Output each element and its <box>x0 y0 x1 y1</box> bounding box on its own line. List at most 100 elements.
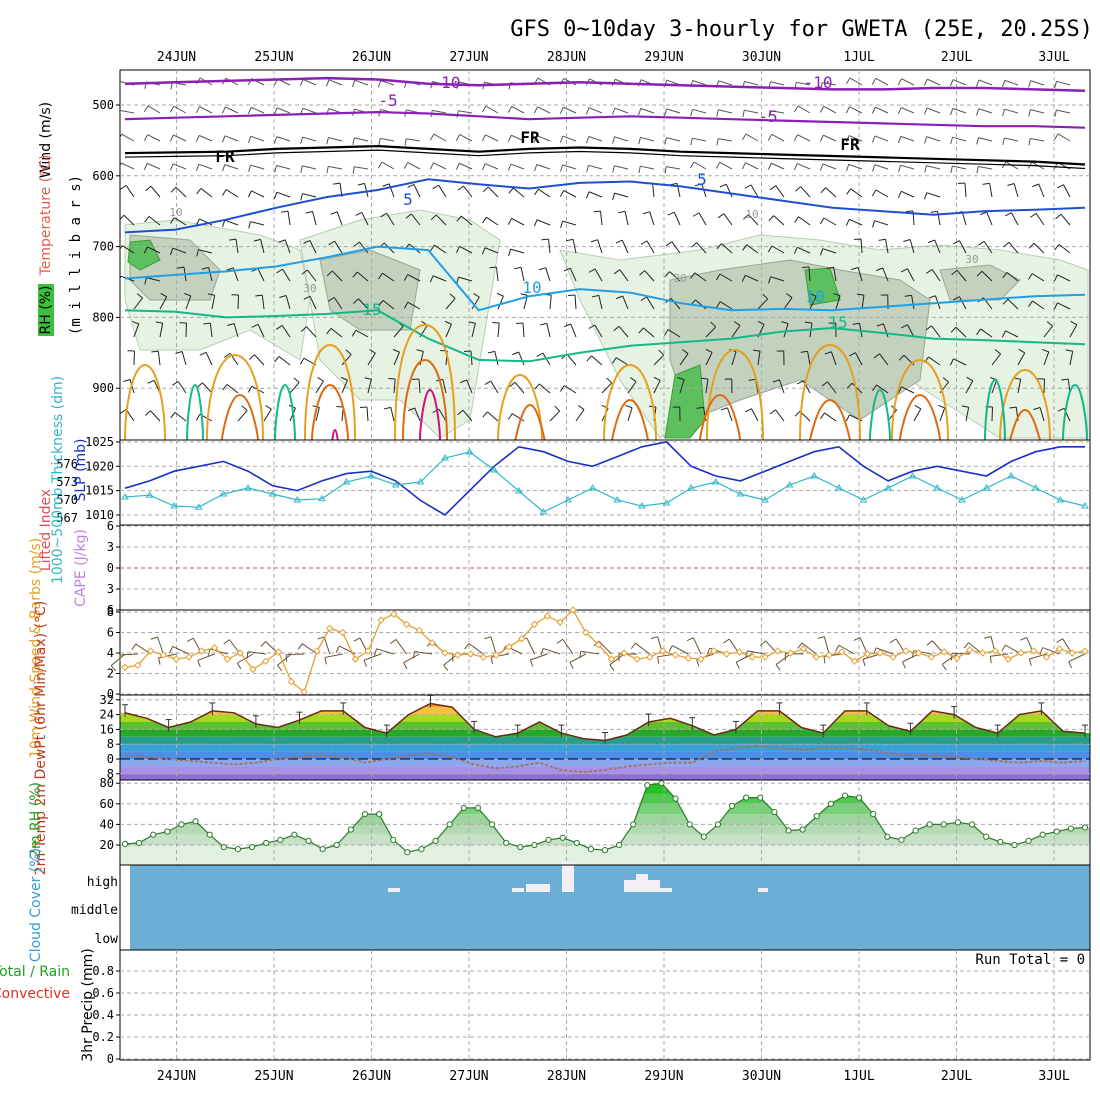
surface-wind-barb <box>692 637 702 655</box>
upper-wind-barb <box>956 269 967 282</box>
upper-wind-barb-flag <box>851 267 859 270</box>
upper-wind-barb-flag <box>586 355 592 362</box>
upper-wind-barb <box>1056 109 1071 114</box>
upper-wind-barb-flag <box>978 240 985 246</box>
upper-wind-barb <box>276 191 291 198</box>
upper-wind-barb-flag <box>120 81 121 86</box>
upper-wind-barb <box>778 379 785 394</box>
upper-wind-barb-flag <box>177 266 185 269</box>
upper-wind-barb <box>522 322 525 338</box>
upper-wind-barb-flag <box>976 270 983 277</box>
wind-speed-marker <box>402 620 411 629</box>
wind-speed-marker <box>978 649 987 657</box>
upper-wind-barb-flag <box>691 242 697 248</box>
upper-wind-barb <box>624 211 629 226</box>
upper-wind-barb <box>1033 242 1045 254</box>
wind-10m-tick-label: 8 <box>107 605 114 619</box>
upper-wind-barb <box>978 137 993 142</box>
upper-wind-barb <box>1057 274 1071 282</box>
upper-wind-barb-flag <box>273 107 278 115</box>
upper-wind-barb-flag <box>793 163 798 171</box>
upper-wind-barb-flag <box>767 162 772 170</box>
upper-wind-barb-flag <box>878 238 886 241</box>
lifted-index-tick-label: 0 <box>107 561 114 575</box>
upper-wind-barb <box>978 79 993 86</box>
isotherm-25 <box>809 398 851 440</box>
upper-wind-barb-flag <box>856 293 865 296</box>
upper-wind-barb-flag <box>1057 407 1065 412</box>
upper-wind-barb <box>926 107 941 114</box>
upper-wind-barb-flag <box>222 384 228 391</box>
temp-band <box>120 714 1090 722</box>
upper-wind-barb-flag <box>416 349 424 352</box>
upper-wind-barb-flag <box>710 321 717 328</box>
upper-wind-barb <box>955 326 967 338</box>
isotherm-25 <box>1008 408 1042 440</box>
upper-wind-barb <box>745 162 759 170</box>
surface-wind-barb-flag <box>579 651 582 659</box>
upper-wind-barb-flag <box>145 185 152 192</box>
upper-wind-barb-flag <box>383 406 391 410</box>
upper-wind-barb-flag <box>457 409 464 416</box>
upper-wind-barb <box>511 413 525 422</box>
thickness-marker <box>391 481 400 488</box>
upper-wind-barb <box>906 268 915 282</box>
upper-wind-barb <box>302 193 317 198</box>
upper-wind-barb-flag <box>353 241 360 247</box>
wind-speed-marker <box>364 647 372 655</box>
upper-wind-barb <box>673 212 681 226</box>
upper-wind-barb-flag <box>826 266 834 269</box>
upper-wind-barb <box>177 381 187 394</box>
upper-wind-barb <box>952 136 967 142</box>
upper-wind-barb-flag <box>429 133 435 141</box>
upper-wind-barb-flag <box>404 138 407 146</box>
surface-wind-barb-flag <box>236 662 242 670</box>
thickness-marker <box>342 478 351 485</box>
pressure-tick-label: 800 <box>92 310 114 324</box>
upper-wind-barb-flag <box>846 188 852 195</box>
upper-wind-barb <box>172 163 187 170</box>
upper-wind-barb <box>1069 324 1078 338</box>
upper-wind-barb <box>462 409 473 422</box>
upper-wind-barb <box>588 191 603 198</box>
upper-wind-barb <box>562 164 577 170</box>
upper-wind-barb-flag <box>613 325 620 332</box>
upper-wind-barb <box>771 162 785 170</box>
upper-wind-barb <box>510 248 525 254</box>
wind-speed-marker <box>953 654 961 662</box>
upper-wind-barb <box>328 136 343 142</box>
upper-wind-barb-flag <box>820 187 826 194</box>
upper-wind-barb <box>497 323 500 338</box>
upper-wind-barb <box>328 165 343 170</box>
slp-tick-label: 1010 <box>85 508 114 522</box>
wind-speed-marker <box>569 606 577 614</box>
upper-wind-barb <box>285 295 291 310</box>
upper-wind-barb <box>367 379 372 394</box>
upper-wind-barb-flag <box>638 327 644 334</box>
upper-wind-barb-flag <box>560 164 564 172</box>
wind-speed-marker <box>223 655 232 663</box>
surface-wind-barb <box>490 636 497 655</box>
upper-wind-barb-flag <box>898 354 905 361</box>
surface-wind-barb-flag <box>723 638 730 644</box>
rh-2m-marker <box>1025 837 1032 844</box>
upper-wind-barb <box>1030 137 1045 142</box>
upper-wind-barb <box>934 239 941 254</box>
upper-wind-barb <box>931 325 941 338</box>
upper-wind-barb-flag <box>694 183 702 187</box>
upper-wind-barb <box>719 301 733 310</box>
isotherm-15-cell <box>274 383 296 440</box>
upper-wind-barb <box>198 249 213 254</box>
thickness-marker <box>810 472 819 479</box>
surface-wind-barb-flag <box>390 639 397 644</box>
upper-wind-barb <box>823 105 837 114</box>
upper-wind-barb <box>874 164 889 170</box>
surface-wind-barb-flag <box>443 664 449 671</box>
upper-wind-barb-flag <box>757 320 765 325</box>
surface-wind-barb <box>119 653 138 656</box>
upper-wind-barb <box>640 165 655 170</box>
wind-speed-marker <box>927 653 936 661</box>
upper-wind-barb-flag <box>352 271 358 278</box>
